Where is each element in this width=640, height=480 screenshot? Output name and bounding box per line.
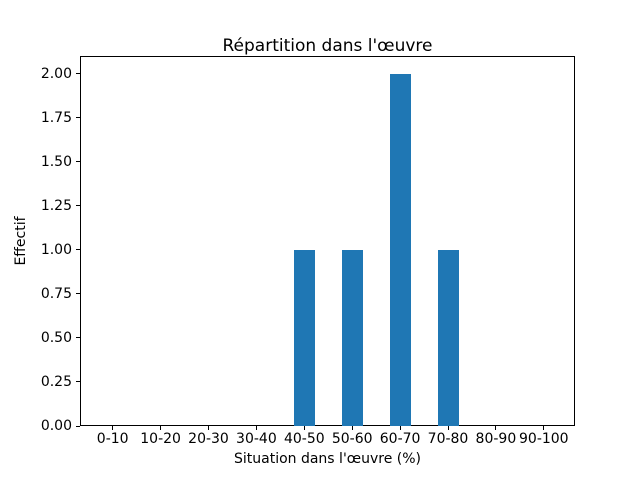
y-tick-label: 0.75 xyxy=(40,285,72,302)
x-tick-label: 20-30 xyxy=(188,431,229,447)
x-tick-mark xyxy=(112,426,114,430)
y-tick-mark xyxy=(76,117,80,119)
x-tick-mark xyxy=(208,426,209,430)
y-tick-mark xyxy=(76,337,80,339)
y-tick-label: 1.50 xyxy=(40,153,72,170)
y-tick-label: 0.50 xyxy=(40,329,72,346)
x-tick-mark xyxy=(351,426,353,430)
x-tick-mark xyxy=(447,426,449,430)
bar-60-70 xyxy=(389,73,411,426)
y-tick-label: 2.00 xyxy=(40,65,72,82)
y-tick-mark xyxy=(76,205,80,207)
y-tick-label: 1.75 xyxy=(40,109,72,126)
chart-title: Répartition dans l'œuvre xyxy=(222,36,433,56)
x-tick-label: 0-10 xyxy=(96,431,129,447)
y-tick-label: 0.00 xyxy=(40,418,72,434)
y-tick-mark xyxy=(76,293,80,295)
x-tick-label: 50-60 xyxy=(331,431,373,447)
x-tick-label: 10-20 xyxy=(140,431,181,447)
y-tick-mark xyxy=(76,73,80,75)
x-tick-label: 30-40 xyxy=(236,431,277,447)
x-axis-label: Situation dans l'œuvre (%) xyxy=(233,451,422,467)
y-tick-mark xyxy=(76,425,80,427)
x-tick-mark xyxy=(160,426,162,430)
x-tick-mark xyxy=(543,426,545,430)
x-tick-label: 60-70 xyxy=(379,431,421,447)
x-tick-label: 90-100 xyxy=(519,431,569,447)
y-tick-mark xyxy=(76,249,80,251)
y-tick-label: 1.25 xyxy=(40,197,72,214)
x-tick-label: 70-80 xyxy=(427,431,469,447)
plot-area xyxy=(80,56,575,426)
x-tick-label: 40-50 xyxy=(283,431,325,447)
x-tick-mark xyxy=(303,426,305,430)
x-tick-mark xyxy=(399,426,401,430)
bar-70-80 xyxy=(437,249,459,426)
y-tick-mark xyxy=(76,161,80,163)
y-axis-label: Effectif xyxy=(13,216,29,266)
bar-50-60 xyxy=(341,249,363,426)
y-tick-label: 0.25 xyxy=(40,373,72,390)
y-tick-mark xyxy=(76,381,80,383)
x-tick-label: 80-90 xyxy=(475,431,517,447)
y-tick-label: 1.00 xyxy=(40,241,72,258)
x-tick-mark xyxy=(255,426,257,430)
bar-40-50 xyxy=(293,249,315,426)
x-tick-mark xyxy=(495,426,497,430)
